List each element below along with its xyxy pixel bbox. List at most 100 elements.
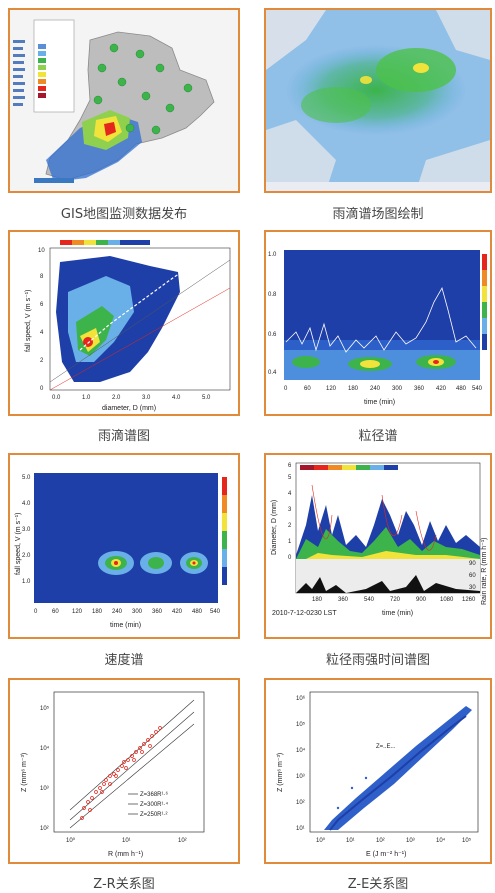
xtick: 10⁰ [316, 837, 326, 844]
y2tick: 60 [469, 573, 476, 579]
size-rain-xticks: 180 360 540 720 900 1080 1260 [312, 597, 476, 603]
xtick: 10² [376, 838, 385, 844]
size-spectrum-xticks: 0 60 120 180 240 300 360 420 480 540 [284, 386, 483, 392]
panel-caption-size-spectrum: 粒径谱 [358, 429, 398, 444]
xtick: 10³ [406, 838, 415, 844]
ytick: 10⁴ [40, 745, 50, 752]
xtick: 5.0 [202, 395, 211, 401]
panel-caption-rain-field: 雨滴谱场图绘制 [332, 207, 424, 222]
xtick: 480 [456, 386, 467, 392]
velocity-yticks: 1.0 2.0 3.0 4.0 5.0 [22, 475, 31, 585]
ze-xlabel: E (J m⁻² h⁻¹) [366, 851, 406, 858]
velocity-xlabel: time (min) [110, 622, 141, 629]
velocity-ylabel: fall speed, V (m s⁻¹) [15, 513, 22, 575]
drop-spectrum-panel[interactable]: 0.0 1.0 2.0 3.0 4.0 5.0 diameter, D (mm)… [8, 230, 240, 416]
xtick: 120 [326, 386, 337, 392]
ytick: 10³ [296, 774, 305, 780]
xtick: 240 [112, 609, 123, 615]
rain-overlay-red [104, 122, 116, 136]
ytick: 10⁵ [40, 705, 50, 712]
xtick: 10¹ [122, 838, 131, 844]
ytick: 5.0 [22, 475, 31, 481]
drop-spectrum-xticks: 0.0 1.0 2.0 3.0 4.0 5.0 [52, 395, 211, 401]
ze-xticks: 10⁰ 10¹ 10² 10³ 10⁴ 10⁵ [316, 837, 472, 844]
ytick: 4 [288, 491, 292, 497]
ytick: 10² [40, 826, 49, 832]
xtick: 420 [172, 609, 183, 615]
panel-caption-z-e: Z-E关系图 [347, 877, 409, 892]
zr-legend: Z=368R¹·⁶ Z=300R¹·⁴ Z=250R¹·² [128, 791, 169, 818]
size-rain-timestamp: 2010-7-12-0230 LST [272, 610, 337, 617]
z-r-plot-thumbnail: Z=368R¹·⁶ Z=300R¹·⁴ Z=250R¹·² 10² 10³ 10… [10, 680, 238, 862]
xtick: 0.0 [52, 395, 61, 401]
size-rain-time-panel[interactable]: Diameter, D (mm) Rain rate, R (mm h⁻¹) 0… [264, 453, 492, 639]
size-rain-yticks: 0 1 2 3 4 5 6 [288, 463, 292, 561]
zr-legend-item: Z=300R¹·⁴ [140, 801, 169, 808]
ytick: 6 [40, 302, 44, 308]
zr-ylabel: Z (mm⁶ m⁻³) [21, 753, 28, 792]
xtick: 60 [304, 386, 311, 392]
ze-ylabel: Z (mm⁶ m⁻³) [277, 753, 284, 792]
xtick: 540 [210, 609, 221, 615]
size-rain-ylabel: Diameter, D (mm) [271, 500, 278, 555]
ytick: 2 [288, 523, 292, 529]
ytick: 10² [296, 800, 305, 806]
xtick: 10⁰ [66, 837, 76, 844]
xtick: 3.0 [142, 395, 151, 401]
ytick: 4.0 [22, 501, 31, 507]
zr-legend-item: Z=250R¹·² [140, 812, 168, 818]
ytick: 2 [40, 358, 44, 364]
ytick: 0.6 [268, 332, 277, 338]
size-rain-colorbar [300, 465, 398, 470]
size-spectrum-thumbnail: 0.4 0.6 0.8 1.0 0 60 120 180 240 300 360… [266, 232, 490, 414]
z-r-panel[interactable]: Z=368R¹·⁶ Z=300R¹·⁴ Z=250R¹·² 10² 10³ 10… [8, 678, 240, 864]
drop-spectrum-thumbnail: 0.0 1.0 2.0 3.0 4.0 5.0 diameter, D (mm)… [10, 232, 238, 414]
map-scale-bar [34, 178, 74, 183]
xtick: 60 [52, 609, 59, 615]
xtick: 180 [312, 597, 323, 603]
rain-field-panel[interactable] [264, 8, 492, 193]
velocity-spectrum-panel[interactable]: fall speed, V (m s⁻¹) 1.0 2.0 3.0 4.0 5.… [8, 453, 240, 639]
gis-map-thumbnail [10, 10, 238, 191]
xtick: 1260 [462, 597, 476, 603]
ytick: 1 [288, 539, 292, 545]
drop-spectrum-xlabel: diameter, D (mm) [102, 405, 156, 412]
size-rain-time-thumbnail: Diameter, D (mm) Rain rate, R (mm h⁻¹) 0… [266, 455, 490, 637]
drop-spectrum-ylabel: fall speed, V (m s⁻¹) [25, 290, 32, 352]
ytick: 1.0 [22, 579, 31, 585]
xtick: 720 [390, 597, 401, 603]
ytick: 10³ [40, 786, 49, 792]
gis-map-panel[interactable] [8, 8, 240, 193]
ytick: 10 [38, 248, 45, 254]
panel-caption-velocity: 速度谱 [104, 653, 144, 668]
velocity-field [34, 473, 218, 603]
xtick: 240 [370, 386, 381, 392]
xtick: 0 [34, 609, 38, 615]
ytick: 0 [40, 386, 44, 392]
zr-legend-item: Z=368R¹·⁶ [140, 791, 169, 798]
rain-field-map-thumbnail [266, 10, 490, 191]
xtick: 10⁵ [462, 837, 472, 844]
xtick: 480 [192, 609, 203, 615]
xtick: 180 [92, 609, 103, 615]
ytick: 3 [288, 507, 292, 513]
velocity-spectrum-thumbnail: fall speed, V (m s⁻¹) 1.0 2.0 3.0 4.0 5.… [10, 455, 238, 637]
ytick: 6 [288, 463, 292, 469]
size-spectrum-yticks: 0.4 0.6 0.8 1.0 [268, 252, 277, 376]
xtick: 180 [348, 386, 359, 392]
xtick: 1080 [440, 597, 454, 603]
z-e-panel[interactable]: Z=..E... 10¹ 10² 10³ 10⁴ 10⁵ 10⁶ 10⁰ 10¹… [264, 678, 492, 864]
size-spectrum-panel[interactable]: 0.4 0.6 0.8 1.0 0 60 120 180 240 300 360… [264, 230, 492, 416]
xtick: 1.0 [82, 395, 91, 401]
velocity-xticks: 0 60 120 180 240 300 360 420 480 540 [34, 609, 221, 615]
xtick: 420 [436, 386, 447, 392]
zr-xlabel: R (mm h⁻¹) [108, 851, 143, 858]
xtick: 300 [132, 609, 143, 615]
panel-caption-size-rain-time: 粒径雨强时间谱图 [325, 653, 430, 668]
velocity-colorbar [222, 477, 227, 585]
ytick: 8 [40, 274, 44, 280]
drop-spectrum-yticks: 0 2 4 6 8 10 [38, 248, 45, 392]
xtick: 2.0 [112, 395, 121, 401]
xtick: 540 [472, 386, 483, 392]
ze-scatter-band [324, 706, 472, 830]
